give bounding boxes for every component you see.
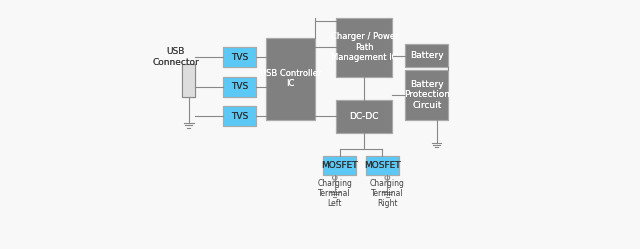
FancyBboxPatch shape [337,18,392,77]
Text: Charging
Terminal
Right: Charging Terminal Right [370,179,404,208]
Text: Charger / Power
Path
Management IC: Charger / Power Path Management IC [330,32,398,62]
Text: TVS: TVS [231,112,248,121]
Text: DC-DC: DC-DC [349,112,379,121]
Text: TVS: TVS [231,82,248,91]
Text: Charger / Power
Path
Management IC: Charger / Power Path Management IC [330,32,398,62]
FancyBboxPatch shape [337,100,392,133]
Text: MOSFET: MOSFET [321,161,358,170]
FancyBboxPatch shape [182,64,195,97]
Text: TVS: TVS [231,82,248,91]
FancyBboxPatch shape [323,156,356,175]
FancyBboxPatch shape [223,106,256,126]
FancyBboxPatch shape [366,156,399,175]
FancyBboxPatch shape [323,156,356,175]
Text: Battery
Protection
Circuit: Battery Protection Circuit [404,80,450,110]
Text: TVS: TVS [231,53,248,62]
Text: Charging
Terminal
Left: Charging Terminal Left [317,179,352,208]
Text: USB
Connector: USB Connector [152,48,199,67]
FancyBboxPatch shape [337,18,392,77]
FancyBboxPatch shape [223,77,256,97]
Text: TVS: TVS [231,53,248,62]
Text: USB Controller
IC: USB Controller IC [260,69,321,88]
Text: MOSFET: MOSFET [364,161,401,170]
FancyBboxPatch shape [266,38,315,120]
FancyBboxPatch shape [366,156,399,175]
Text: Battery: Battery [410,51,444,60]
FancyBboxPatch shape [405,70,448,120]
FancyBboxPatch shape [405,44,448,67]
Text: Battery: Battery [410,51,444,60]
FancyBboxPatch shape [266,38,315,120]
Text: USB Controller
IC: USB Controller IC [260,69,321,88]
Text: Battery
Protection
Circuit: Battery Protection Circuit [404,80,450,110]
FancyBboxPatch shape [223,106,256,126]
FancyBboxPatch shape [223,47,256,67]
FancyBboxPatch shape [223,47,256,67]
Text: TVS: TVS [231,112,248,121]
FancyBboxPatch shape [405,70,448,120]
Text: MOSFET: MOSFET [364,161,401,170]
FancyBboxPatch shape [405,44,448,67]
Text: USB
Connector: USB Connector [152,48,199,67]
Text: MOSFET: MOSFET [321,161,358,170]
FancyBboxPatch shape [182,64,195,97]
FancyBboxPatch shape [337,100,392,133]
Text: DC-DC: DC-DC [349,112,379,121]
FancyBboxPatch shape [223,77,256,97]
